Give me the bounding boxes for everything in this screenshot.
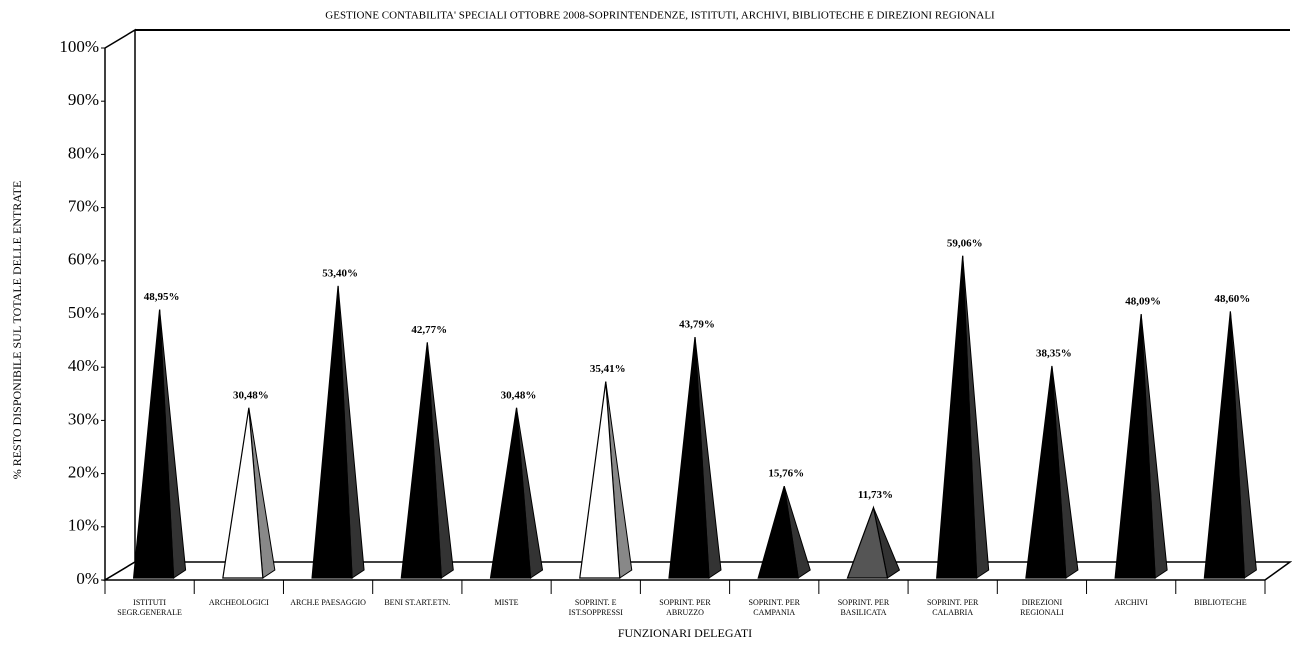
value-label: 48,60% — [1215, 293, 1251, 305]
y-tick-label: 0% — [76, 569, 99, 588]
value-label: 15,76% — [768, 468, 804, 480]
x-tick-label: BENI ST.ART.ETN. — [384, 598, 451, 607]
x-tick-label: SOPRINT. PER BASILICATA — [837, 598, 890, 617]
y-axis-label: % RESTO DISPONIBILE SUL TOTALE DELLE ENT… — [10, 181, 24, 480]
x-tick-label: ARCHIVI — [1114, 598, 1148, 607]
x-axis-label: FUNZIONARI DELEGATI — [618, 626, 752, 640]
value-label: 53,40% — [322, 267, 358, 279]
value-label: 48,09% — [1125, 296, 1161, 308]
value-label: 11,73% — [858, 489, 893, 501]
value-label: 30,48% — [233, 389, 269, 401]
y-tick-label: 60% — [68, 250, 99, 269]
y-tick-label: 10% — [68, 516, 99, 535]
y-tick-label: 40% — [68, 356, 99, 375]
y-tick-label: 20% — [68, 463, 99, 482]
x-tick-label: MISTE — [494, 598, 519, 607]
pyramid-front — [846, 505, 889, 579]
pyramid-front — [579, 381, 621, 579]
pyramid-front — [668, 336, 710, 579]
x-tick-label: SOPRINT. PER CAMPANIA — [748, 598, 800, 617]
pyramid-front — [757, 485, 799, 579]
value-label: 48,95% — [144, 291, 180, 303]
x-tick-label: SOPRINT. PER CALABRIA — [926, 598, 979, 617]
y-tick-label: 70% — [68, 197, 99, 216]
pyramid-front — [936, 255, 978, 579]
pyramid-front — [400, 342, 442, 579]
x-tick-label: ARCH.E PAESAGGIO — [290, 598, 366, 607]
x-tick-label: SOPRINT. PER ABRUZZO — [659, 598, 711, 617]
left-wall — [104, 28, 136, 582]
y-tick-label: 30% — [68, 409, 99, 428]
pyramid-front — [132, 309, 175, 579]
x-tick-label: BIBLIOTECHE — [1194, 598, 1247, 607]
x-tick-label: ISTITUTI SEGR.GENERALE — [117, 598, 182, 617]
x-tick-label: ARCHEOLOGICI — [208, 598, 269, 607]
pyramid-front — [1203, 311, 1246, 579]
value-label: 42,77% — [411, 324, 447, 336]
pyramid-front — [222, 407, 264, 579]
y-tick-label: 50% — [68, 303, 99, 322]
value-label: 35,41% — [590, 363, 626, 375]
y-tick-label: 90% — [68, 90, 99, 109]
x-tick-label: DIREZIONI REGIONALI — [1020, 598, 1064, 617]
pyramid-front — [1025, 365, 1067, 579]
pyramid-front — [1114, 314, 1156, 579]
value-label: 43,79% — [679, 319, 715, 331]
y-tick-label: 100% — [59, 37, 99, 56]
x-tick-label: SOPRINT. E IST.SOPPRESSI — [568, 598, 623, 617]
value-label: 38,35% — [1036, 348, 1072, 360]
chart-title: GESTIONE CONTABILITA' SPECIALI OTTOBRE 2… — [325, 10, 995, 22]
pyramid-front — [489, 407, 532, 579]
y-tick-label: 80% — [68, 143, 99, 162]
value-label: 59,06% — [947, 237, 983, 249]
value-label: 30,48% — [501, 389, 537, 401]
pyramid-front — [311, 285, 353, 579]
